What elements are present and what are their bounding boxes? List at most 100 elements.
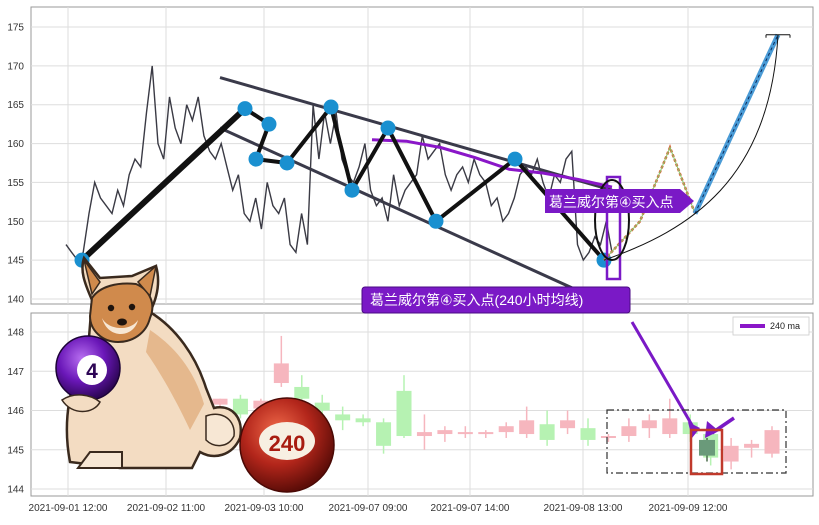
forecast-up-leg-dash [694, 34, 779, 214]
candle-body [232, 398, 248, 415]
red-ball-label-disc [259, 422, 315, 460]
candle-body [212, 398, 228, 405]
dog-muzzle [102, 318, 138, 334]
candle-body [253, 400, 269, 409]
price-panel-frame [30, 6, 814, 305]
price-y-tick-label: 140 [7, 295, 24, 306]
candle-body [641, 420, 657, 429]
dog-face [88, 282, 154, 344]
dog-eye-right [128, 303, 136, 311]
candle-body [519, 420, 535, 435]
legend-ma-label: 240 ma [770, 321, 800, 331]
candle-body [764, 430, 780, 454]
x-tick-label: 2021-09-07 09:00 [329, 503, 408, 514]
pattern-leg [329, 105, 354, 193]
red-ball-number: 240 [269, 431, 306, 456]
price-y-tick-label: 155 [7, 178, 24, 189]
upper-callout-arrow-box [545, 189, 694, 213]
dog-eye-left [107, 304, 115, 312]
candlesticks [212, 335, 780, 470]
upper-callout: 葛兰威尔第④买入点 [545, 189, 694, 213]
dog-ear-left [83, 259, 101, 296]
candle-body [314, 402, 330, 411]
pivot-point [279, 155, 295, 171]
purple-ball-number: 4 [86, 360, 98, 383]
pattern-leg [434, 157, 517, 224]
dog-back-shade [146, 330, 204, 430]
pivot-point [428, 213, 444, 229]
candle-body [376, 422, 392, 446]
candle-body [723, 445, 739, 462]
shiba-dog-icon [65, 255, 243, 470]
price-y-tick-label: 165 [7, 100, 24, 111]
channel-upper-line [219, 76, 613, 192]
candle-body [457, 432, 473, 435]
candle-legend: 240 ma [732, 316, 810, 336]
candle-y-tick-label: 144 [7, 485, 24, 496]
lower-callout: 葛兰威尔第④买入点(240小时均线) [361, 286, 631, 314]
candle-body [744, 443, 760, 448]
dog-front-paw [60, 394, 101, 413]
candle-body [539, 424, 555, 440]
price-y-tick-label: 145 [7, 256, 24, 267]
lower-callout-box [361, 286, 631, 314]
pivot-point [237, 101, 253, 117]
candle-body [355, 418, 371, 423]
signal-candle-box [689, 428, 724, 476]
price-y-tick-label: 170 [7, 61, 24, 72]
buy-point-marker [594, 175, 630, 281]
x-tick-label: 2021-09-01 12:00 [29, 503, 108, 514]
candle-body [600, 436, 616, 439]
channel-lower-line [219, 126, 589, 297]
dog-paws [76, 451, 123, 469]
candle-body [294, 386, 310, 399]
buy-point-bracket [605, 175, 622, 281]
candle-y-tick-label: 148 [7, 328, 24, 339]
pivot-point [248, 151, 264, 167]
price-y-axis: 140 145 150 155 160 165 170 175 [7, 23, 24, 306]
legend-box [732, 316, 810, 336]
signal-candle-body [699, 439, 715, 456]
forecast-zigzag-inner [603, 146, 696, 261]
price-y-tick-label: 160 [7, 139, 24, 150]
x-tick-label: 2021-09-09 12:00 [649, 503, 728, 514]
red-billiard-ball-240-icon: 240 [239, 397, 335, 493]
x-tick-label: 2021-09-02 11:00 [127, 503, 206, 514]
candle-body [580, 428, 596, 440]
purple-ball-label-disc [77, 355, 107, 385]
pivot-point [507, 151, 523, 167]
candle-body [498, 426, 514, 433]
pivot-point [344, 182, 360, 198]
price-panel: 140 145 150 155 160 165 170 175 [7, 6, 814, 306]
price-y-tick-label: 175 [7, 23, 24, 34]
buy-point-ellipse [594, 179, 630, 261]
candle-body [437, 430, 453, 435]
forecast-arc [603, 34, 779, 261]
dog-ear-right [136, 263, 158, 298]
pointer-arrow-shaft [630, 321, 698, 433]
x-tick-label: 2021-09-07 14:00 [431, 503, 510, 514]
ma240-path [371, 138, 613, 189]
candle-y-tick-label: 145 [7, 445, 24, 456]
forecast-path [603, 33, 791, 261]
upper-callout-text: 葛兰威尔第④买入点 [549, 194, 674, 210]
candle-body [416, 432, 432, 437]
pivot-point [380, 120, 396, 136]
price-y-tick-label: 150 [7, 217, 24, 228]
price-channel [219, 76, 613, 297]
candle-body [335, 414, 351, 421]
candle-body [273, 363, 289, 384]
candle-body [560, 420, 576, 429]
ma240-line [371, 138, 613, 189]
candle-body [662, 418, 678, 435]
x-axis: 2021-09-01 12:00 2021-09-02 11:00 2021-09-… [29, 503, 728, 514]
pattern-leg [350, 126, 390, 193]
candle-body [478, 432, 494, 435]
dog-nose [117, 318, 127, 326]
candle-y-tick-label: 147 [7, 367, 24, 378]
candle-body [621, 426, 637, 437]
pivot-point [323, 99, 339, 115]
x-tick-label: 2021-09-08 13:00 [544, 503, 623, 514]
